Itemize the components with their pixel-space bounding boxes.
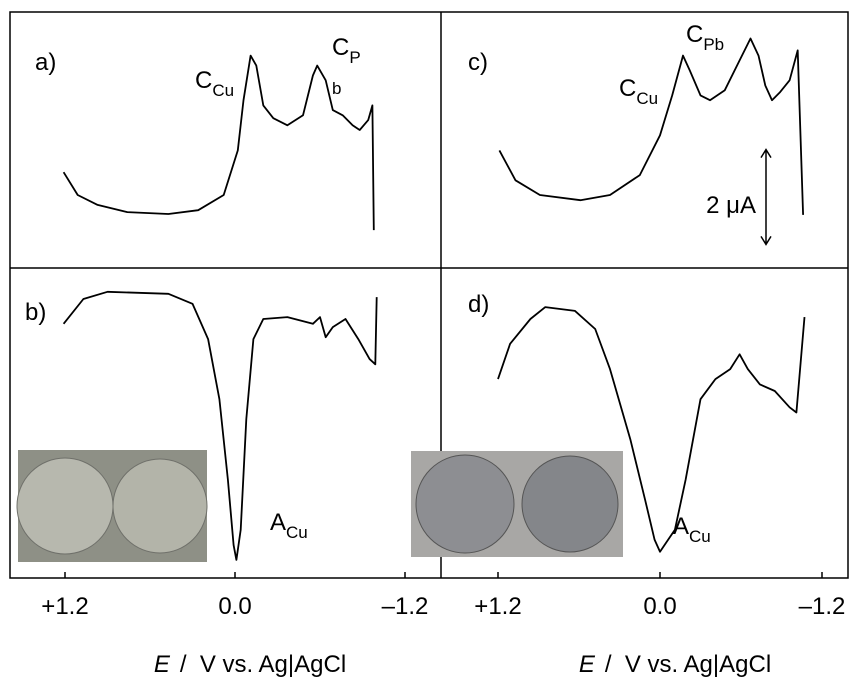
peak-subscript: Pb xyxy=(703,35,724,54)
panel-label: d) xyxy=(468,291,489,318)
x-axis-symbol: E xyxy=(154,651,171,678)
peak-subscript: Cu xyxy=(689,527,711,546)
peak-label: ACu xyxy=(673,513,711,546)
curve xyxy=(497,306,806,553)
coin-photo xyxy=(411,451,623,557)
coin-photo xyxy=(16,450,208,562)
x-tick-label: +1.2 xyxy=(41,593,88,620)
peak-subscript: Cu xyxy=(212,81,234,100)
peak-symbol: C xyxy=(686,21,703,48)
peak-subscript: Cu xyxy=(636,89,658,108)
peak-subscript: Cu xyxy=(286,523,308,542)
x-tick-label: –1.2 xyxy=(799,593,846,620)
peak-label: b xyxy=(332,79,341,98)
x-axis-unit: / V vs. Ag|AgCl xyxy=(605,651,771,678)
peak-symbol: C xyxy=(619,75,636,102)
peak-label: CPb xyxy=(686,21,724,54)
curve xyxy=(62,290,378,561)
x-tick-label: +1.2 xyxy=(474,593,521,620)
x-tick-label: –1.2 xyxy=(382,593,429,620)
peak-label: CP xyxy=(332,34,361,67)
x-axis-label: E / V vs. Ag|AgCl xyxy=(154,651,346,678)
peak-label: ACu xyxy=(270,509,308,542)
peak-symbol: A xyxy=(270,509,286,536)
peak-label: CCu xyxy=(195,67,234,100)
peak-symbol: C xyxy=(332,34,349,61)
panel-label: b) xyxy=(25,299,46,326)
x-axis-symbol: E xyxy=(579,651,596,678)
panel-label: c) xyxy=(468,49,488,76)
scale-bar-label: 2 μA xyxy=(706,192,756,219)
x-axis-unit: / V vs. Ag|AgCl xyxy=(180,651,346,678)
scale-bar xyxy=(760,148,772,246)
peak-subscript: P xyxy=(349,48,360,67)
frame xyxy=(9,11,849,579)
peak-symbol: b xyxy=(332,79,341,98)
curve xyxy=(62,54,375,231)
x-axis-label: E / V vs. Ag|AgCl xyxy=(579,651,771,678)
x-tick-label: 0.0 xyxy=(643,593,676,620)
peak-symbol: C xyxy=(195,67,212,94)
peak-label: CCu xyxy=(619,75,658,108)
curve xyxy=(498,37,804,215)
x-tick-label: 0.0 xyxy=(218,593,251,620)
panel-label: a) xyxy=(35,49,56,76)
